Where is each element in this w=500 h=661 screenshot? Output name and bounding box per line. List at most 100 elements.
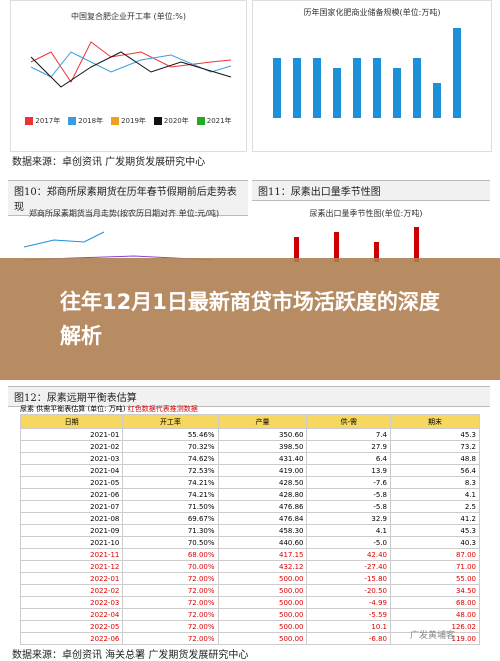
table-cell: -5.0 [306, 536, 391, 549]
table-row: 2022-04 72.00% 500.00 -5.59 48.00 [19, 608, 480, 621]
table-cell: 8.3 [390, 476, 480, 489]
table-cell: 73.2 [390, 440, 480, 453]
legend-item: 2017年 [25, 117, 61, 125]
chart-graphic [23, 227, 419, 262]
table-row: 2021-04 72.53% 419.00 13.9 56.4 [19, 464, 480, 477]
table-cell: -20.50 [306, 584, 391, 597]
table-cell: 72.00% [122, 632, 219, 645]
caption: 图12：尿素远期平衡表估算 [8, 386, 490, 407]
header-row: 日期 开工率 产量 供-需 期末 [19, 414, 480, 429]
table: 日期 开工率 产量 供-需 期末 2021-01 55.46% 350.60 7.4 45.3 20… [19, 414, 480, 645]
table-cell: -5.8 [306, 500, 391, 513]
table-cell: 2021-02 [19, 440, 124, 453]
chart-title: 郑商所尿素期货当月走势(按农历日期对齐 单位:元/吨) [28, 209, 220, 218]
caption: 图10：郑商所尿素期货在历年春节假期前后走势表现 [8, 180, 248, 216]
chart-panel: 中国复合肥企业开工率 (单位:%) 2017年 2018年 2019年 2020年 20… [10, 0, 247, 152]
table-cell: 34.50 [390, 584, 480, 597]
table-cell: 42.40 [306, 548, 391, 561]
table-cell: 70.50% [122, 536, 219, 549]
table-row: 2021-08 69.67% 476.84 32.9 41.2 [19, 512, 480, 525]
table-cell: 398.50 [217, 440, 308, 453]
table-cell: 476.84 [217, 512, 308, 525]
table-cell: 45.3 [390, 524, 480, 537]
table-cell: 440.60 [217, 536, 308, 549]
table-note: 红色数据代表推测数据 [127, 405, 198, 413]
table-cell: 72.00% [122, 608, 219, 621]
watermark: 广发黄埔客 [410, 631, 456, 641]
table-cell: 2021-10 [19, 536, 124, 549]
table-cell: 428.80 [217, 488, 308, 501]
table-cell: 2022-05 [19, 620, 124, 633]
table-cell: 2021-09 [19, 524, 124, 537]
table-cell: 500.00 [217, 596, 308, 609]
table-cell: 48.00 [390, 608, 480, 621]
table-wrap: 尿素 供需平衡表估算 (单位: 万吨) 红色数据代表推测数据 日期 开工率 产量 供-… [19, 404, 480, 645]
header-cell: 期末 [390, 414, 480, 429]
table-cell: 2021-01 [19, 428, 124, 441]
table-cell: 2021-04 [19, 464, 124, 477]
table-cell: 2021-12 [19, 560, 124, 573]
table-cell: 71.30% [122, 524, 219, 537]
table-cell: 55.00 [390, 572, 480, 585]
table-row: 2021-09 71.30% 458.30 4.1 45.3 [19, 524, 480, 537]
table-row: 2021-11 68.00% 417.15 42.40 87.00 [19, 548, 480, 561]
table-row: 2022-05 72.00% 500.00 10.1 126.02 [19, 620, 480, 633]
table-cell: -4.99 [306, 596, 391, 609]
table-cell: -15.80 [306, 572, 391, 585]
table-cell: 74.62% [122, 452, 219, 465]
table-cell: 2021-11 [19, 548, 124, 561]
table-row: 2021-01 55.46% 350.60 7.4 45.3 [19, 428, 480, 441]
table-cell: 417.15 [217, 548, 308, 561]
table-title: 尿素 供需平衡表估算 (单位: 万吨) [20, 405, 126, 413]
table-cell: 72.00% [122, 572, 219, 585]
table-cell: 2021-07 [19, 500, 124, 513]
header-cell: 日期 [19, 414, 124, 429]
table-row: 2022-01 72.00% 500.00 -15.80 55.00 [19, 572, 480, 585]
table-cell: 87.00 [390, 548, 480, 561]
table-cell: 2022-04 [19, 608, 124, 621]
table-cell: 68.00 [390, 596, 480, 609]
table-cell: 6.4 [306, 452, 391, 465]
chart-title: 尿素出口量季节性图(单位:万吨) [309, 209, 423, 218]
table-cell: 500.00 [217, 572, 308, 585]
table-cell: 7.4 [306, 428, 391, 441]
table-cell: 13.9 [306, 464, 391, 477]
table-row: 2021-06 74.21% 428.80 -5.8 4.1 [19, 488, 480, 501]
table-cell: -5.8 [306, 488, 391, 501]
table-row: 2021-05 74.21% 428.50 -7.6 8.3 [19, 476, 480, 489]
table-cell: 119.00 [390, 632, 480, 645]
table-cell: 10.1 [306, 620, 391, 633]
table-cell: 2022-02 [19, 584, 124, 597]
table-cell: 2021-06 [19, 488, 124, 501]
table-row: 2021-02 70.32% 398.50 27.9 73.2 [19, 440, 480, 453]
table-cell: 71.50% [122, 500, 219, 513]
table-cell: 2022-06 [19, 632, 124, 645]
table-cell: 74.21% [122, 476, 219, 489]
table-cell: 68.00% [122, 548, 219, 561]
legend-item: 2019年 [111, 117, 146, 125]
legend: 2017年 2018年 2019年 2020年 2021年 [11, 116, 246, 126]
table-cell: 71.00 [390, 560, 480, 573]
table-cell: 69.67% [122, 512, 219, 525]
table-cell: 432.12 [217, 560, 308, 573]
table-cell: 72.00% [122, 596, 219, 609]
table-cell: 476.86 [217, 500, 308, 513]
legend-item: 2021年 [196, 117, 232, 125]
banner-title: 往年12月1日最新商贷市场活跃度的深度解析 [0, 258, 500, 380]
chart-title: 中国复合肥企业开工率 (单位:%) [70, 12, 187, 21]
caption: 图11：尿素出口量季节性图 [252, 180, 490, 201]
table-cell: 32.9 [306, 512, 391, 525]
table-cell: 70.32% [122, 440, 219, 453]
table-cell: 55.46% [122, 428, 219, 441]
table-cell: 458.30 [217, 524, 308, 537]
table-cell: 2022-01 [19, 572, 124, 585]
table-cell: 431.40 [217, 452, 308, 465]
table-row: 2021-10 70.50% 440.60 -5.0 40.3 [19, 536, 480, 549]
table-cell: 72.53% [122, 464, 219, 477]
chart-graphic [30, 41, 232, 88]
table-cell: 500.00 [217, 608, 308, 621]
table-cell: -5.59 [306, 608, 391, 621]
table-row: 2021-03 74.62% 431.40 6.4 48.8 [19, 452, 480, 465]
table-cell: -7.6 [306, 476, 391, 489]
table-cell: 2022-03 [19, 596, 124, 609]
